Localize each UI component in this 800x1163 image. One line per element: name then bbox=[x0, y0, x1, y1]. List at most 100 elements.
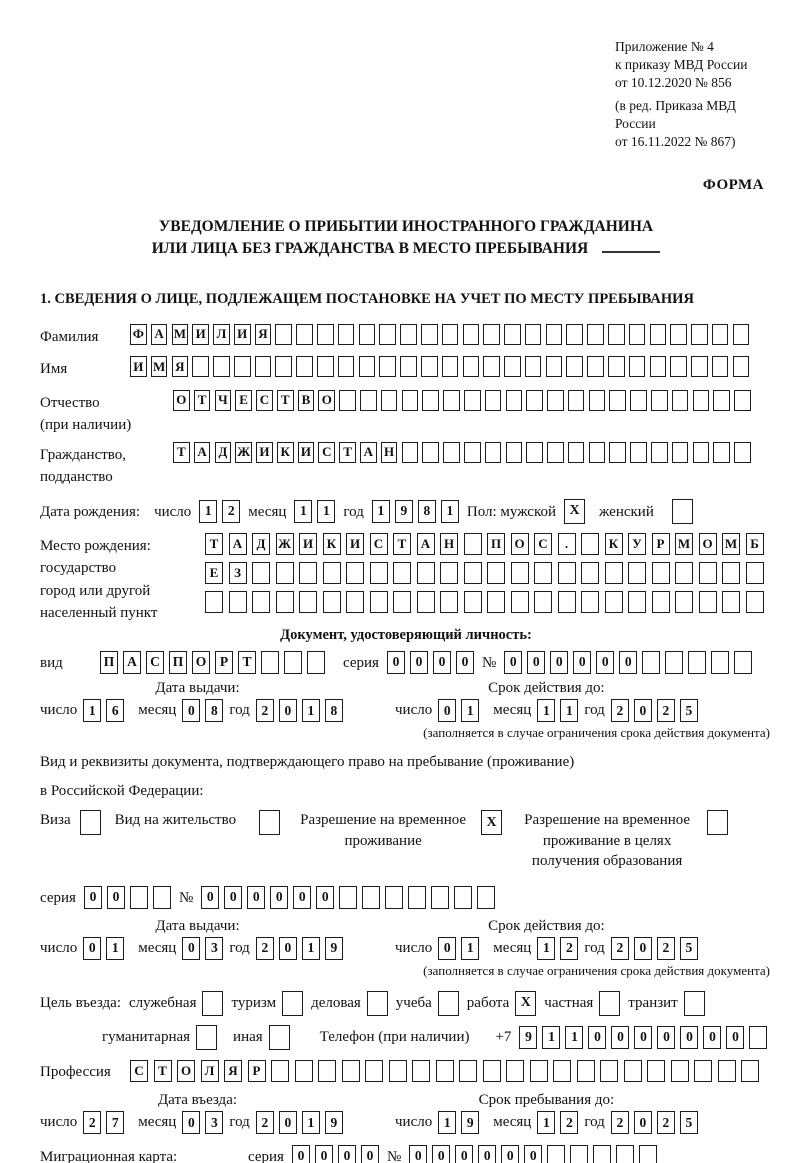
char-box[interactable] bbox=[254, 356, 272, 378]
char-box[interactable] bbox=[437, 990, 459, 1016]
char-box[interactable] bbox=[665, 650, 684, 674]
char-box[interactable]: 0 bbox=[455, 1144, 474, 1163]
char-box[interactable]: 1 bbox=[461, 936, 480, 960]
char-box[interactable]: 0 bbox=[409, 1144, 428, 1163]
char-box[interactable]: 0 bbox=[588, 1025, 607, 1049]
char-box[interactable]: 0 bbox=[504, 650, 523, 674]
char-box[interactable]: А bbox=[228, 532, 247, 555]
char-box[interactable]: 0 bbox=[83, 936, 102, 960]
char-box[interactable]: 1 bbox=[537, 936, 556, 960]
char-box[interactable]: Р bbox=[247, 1059, 266, 1082]
char-box[interactable]: 7 bbox=[106, 1111, 125, 1135]
char-box[interactable] bbox=[317, 356, 334, 378]
char-box[interactable] bbox=[707, 810, 729, 836]
char-box[interactable] bbox=[670, 356, 687, 378]
char-box[interactable] bbox=[675, 561, 693, 584]
char-box[interactable] bbox=[692, 389, 710, 411]
char-box[interactable] bbox=[576, 1059, 595, 1082]
char-box[interactable] bbox=[651, 590, 670, 613]
char-box[interactable]: 0 bbox=[314, 1144, 333, 1163]
char-box[interactable]: 0 bbox=[438, 699, 457, 723]
char-box[interactable] bbox=[380, 389, 398, 411]
char-box[interactable] bbox=[385, 885, 404, 909]
char-box[interactable] bbox=[129, 885, 148, 909]
char-box[interactable] bbox=[692, 441, 710, 463]
char-box[interactable]: 1 bbox=[565, 1025, 584, 1049]
char-box[interactable] bbox=[459, 1059, 477, 1082]
char-box[interactable]: М bbox=[675, 532, 693, 555]
char-box[interactable]: 8 bbox=[324, 699, 343, 723]
char-box[interactable]: Я bbox=[254, 323, 272, 345]
char-box[interactable] bbox=[275, 323, 293, 345]
char-box[interactable] bbox=[462, 356, 480, 378]
char-box[interactable] bbox=[628, 323, 646, 345]
char-box[interactable] bbox=[504, 323, 521, 345]
char-box[interactable] bbox=[534, 590, 552, 613]
char-box[interactable] bbox=[463, 389, 481, 411]
char-box[interactable] bbox=[587, 356, 604, 378]
char-box[interactable] bbox=[463, 561, 482, 584]
char-box[interactable]: 1 bbox=[461, 699, 480, 723]
char-box[interactable] bbox=[443, 389, 460, 411]
char-box[interactable] bbox=[628, 356, 646, 378]
char-box[interactable]: Т bbox=[339, 441, 356, 463]
char-box[interactable] bbox=[545, 356, 563, 378]
char-box[interactable] bbox=[567, 441, 585, 463]
char-box[interactable] bbox=[510, 590, 529, 613]
char-box[interactable] bbox=[604, 590, 623, 613]
char-box[interactable] bbox=[463, 441, 481, 463]
char-box[interactable] bbox=[732, 356, 750, 378]
char-box[interactable] bbox=[441, 356, 459, 378]
char-box[interactable] bbox=[318, 1059, 336, 1082]
char-box[interactable]: Д bbox=[252, 532, 270, 555]
char-box[interactable] bbox=[749, 1025, 768, 1049]
char-box[interactable]: 0 bbox=[550, 650, 569, 674]
char-box[interactable] bbox=[639, 1144, 658, 1163]
char-box[interactable]: Д bbox=[214, 441, 232, 463]
char-box[interactable] bbox=[420, 356, 438, 378]
char-box[interactable]: К bbox=[322, 532, 341, 555]
char-box[interactable] bbox=[504, 356, 521, 378]
char-box[interactable]: У bbox=[628, 532, 646, 555]
char-box[interactable]: 9 bbox=[324, 936, 343, 960]
char-box[interactable] bbox=[388, 1059, 407, 1082]
char-box[interactable]: 6 bbox=[106, 699, 125, 723]
char-box[interactable]: Л bbox=[200, 1059, 219, 1082]
char-box[interactable] bbox=[252, 590, 270, 613]
char-box[interactable] bbox=[609, 389, 626, 411]
char-box[interactable]: 0 bbox=[478, 1144, 497, 1163]
char-box[interactable] bbox=[369, 590, 388, 613]
char-box[interactable]: 2 bbox=[656, 699, 675, 723]
char-box[interactable]: 2 bbox=[656, 1111, 675, 1135]
char-box[interactable] bbox=[213, 356, 230, 378]
char-box[interactable] bbox=[534, 561, 552, 584]
char-box[interactable] bbox=[722, 561, 740, 584]
char-box[interactable] bbox=[599, 990, 621, 1016]
char-box[interactable] bbox=[484, 389, 502, 411]
char-box[interactable]: 9 bbox=[519, 1025, 538, 1049]
char-box[interactable] bbox=[477, 885, 496, 909]
char-box[interactable] bbox=[567, 389, 585, 411]
char-box[interactable] bbox=[366, 990, 388, 1016]
char-box[interactable]: К bbox=[276, 441, 294, 463]
char-box[interactable]: О bbox=[173, 389, 190, 411]
char-box[interactable] bbox=[416, 590, 435, 613]
char-box[interactable]: Ч bbox=[214, 389, 232, 411]
char-box[interactable] bbox=[505, 441, 523, 463]
char-box[interactable] bbox=[152, 885, 171, 909]
char-box[interactable]: 3 bbox=[205, 936, 224, 960]
char-box[interactable]: 2 bbox=[610, 936, 629, 960]
char-box[interactable] bbox=[717, 1059, 736, 1082]
char-box[interactable] bbox=[649, 323, 667, 345]
char-box[interactable]: 2 bbox=[255, 1111, 274, 1135]
char-box[interactable]: 1 bbox=[317, 499, 336, 523]
char-box[interactable]: М bbox=[171, 323, 189, 345]
char-box[interactable] bbox=[412, 1059, 430, 1082]
char-box[interactable]: Р bbox=[215, 650, 233, 674]
char-box[interactable] bbox=[284, 650, 302, 674]
char-box[interactable] bbox=[553, 1059, 571, 1082]
char-box[interactable]: 1 bbox=[106, 936, 125, 960]
char-box[interactable] bbox=[711, 650, 730, 674]
char-box[interactable]: 2 bbox=[83, 1111, 102, 1135]
char-box[interactable]: 0 bbox=[182, 699, 201, 723]
